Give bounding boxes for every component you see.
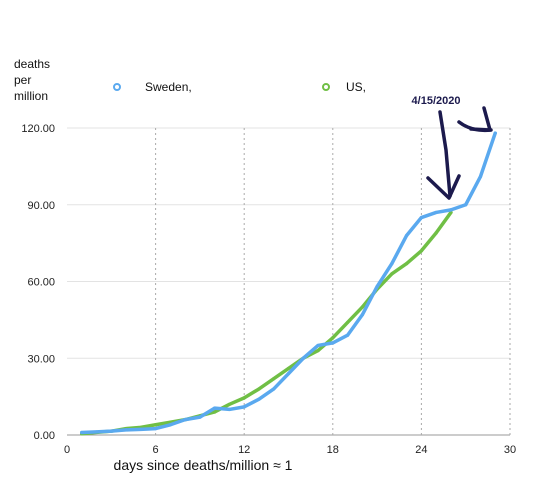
data-point-us [331,336,335,340]
data-point-sweden [242,405,246,409]
data-point-sweden [316,343,320,348]
data-point-sweden [257,397,261,401]
x-tick-label: 24 [415,444,427,456]
arrow-right-head [469,106,492,132]
legend: Sweden, US, [113,80,366,94]
data-point-sweden [390,261,394,266]
y-tick-label: 120.00 [21,123,55,135]
data-point-sweden [464,203,468,207]
data-point-us [286,366,291,371]
axis-ticks: 0.00 30.00 60.00 90.00 120.00 0 6 12 18 24 30 [21,123,516,456]
y-tick-label: 0.00 [34,430,55,442]
x-tick-label: 12 [238,444,250,456]
data-point-us [419,249,423,253]
data-point-sweden [198,415,202,419]
plot-area: 0.00 30.00 60.00 90.00 120.00 0 6 12 18 24 30 [21,123,516,456]
data-point-sweden [360,313,364,317]
data-point-us [213,410,217,414]
y-tick-label: 60.00 [27,277,55,289]
grid-lines [67,127,511,436]
data-point-sweden [272,387,276,391]
arrow-down-head [426,174,461,200]
series-line-us [80,210,453,436]
data-point-sweden [375,285,379,289]
data-point-us [360,305,364,309]
data-point-sweden [213,406,217,410]
data-point-sweden [286,372,291,376]
series-line-sweden [80,131,497,435]
legend-label-us: US, [346,80,366,94]
data-point-sweden [345,333,350,337]
x-tick-label: 6 [153,444,159,456]
y-tick-label: 30.00 [27,353,55,365]
data-point-us [242,396,246,400]
data-point-us [272,377,276,381]
data-point-sweden [183,418,187,422]
arrow-down-shaft [438,110,452,198]
data-point-sweden [419,215,423,220]
data-point-us [257,387,261,391]
x-tick-label: 18 [327,444,339,456]
x-tick-label: 0 [64,444,70,456]
hand-drawn-arrows [426,106,493,200]
data-point-sweden [124,428,128,432]
date-annotation: 4/15/2020 [412,95,461,107]
data-point-us [405,261,409,266]
series-lines [80,131,497,436]
data-point-sweden [434,210,438,215]
data-point-sweden [154,427,158,431]
data-point-sweden [168,423,172,427]
x-axis-label: days since deaths/million ≈ 1 [114,457,293,473]
legend-label-sweden: Sweden, [145,80,192,94]
data-point-sweden [493,131,497,135]
y-axis-label-line-1: deaths [14,57,50,71]
legend-marker-us [322,83,330,91]
data-point-sweden [331,341,335,345]
legend-marker-sweden [113,83,121,91]
data-point-sweden [94,430,99,434]
data-point-sweden [449,208,453,212]
data-point-sweden [109,429,113,433]
data-point-sweden [227,407,232,412]
data-point-sweden [139,427,143,431]
y-axis-label-line-3: million [14,89,48,103]
data-point-us [154,423,158,427]
data-point-us [227,402,232,406]
data-point-us [345,320,350,325]
data-point-sweden [301,356,305,360]
data-point-sweden [80,430,84,435]
data-point-us [434,231,438,235]
data-point-sweden [478,175,483,179]
data-point-sweden [405,233,409,238]
x-tick-label: 30 [504,444,516,456]
y-tick-label: 90.00 [27,200,55,212]
data-point-us [390,272,394,276]
data-point-us [316,348,320,353]
y-axis-label-line-2: per [14,73,31,87]
